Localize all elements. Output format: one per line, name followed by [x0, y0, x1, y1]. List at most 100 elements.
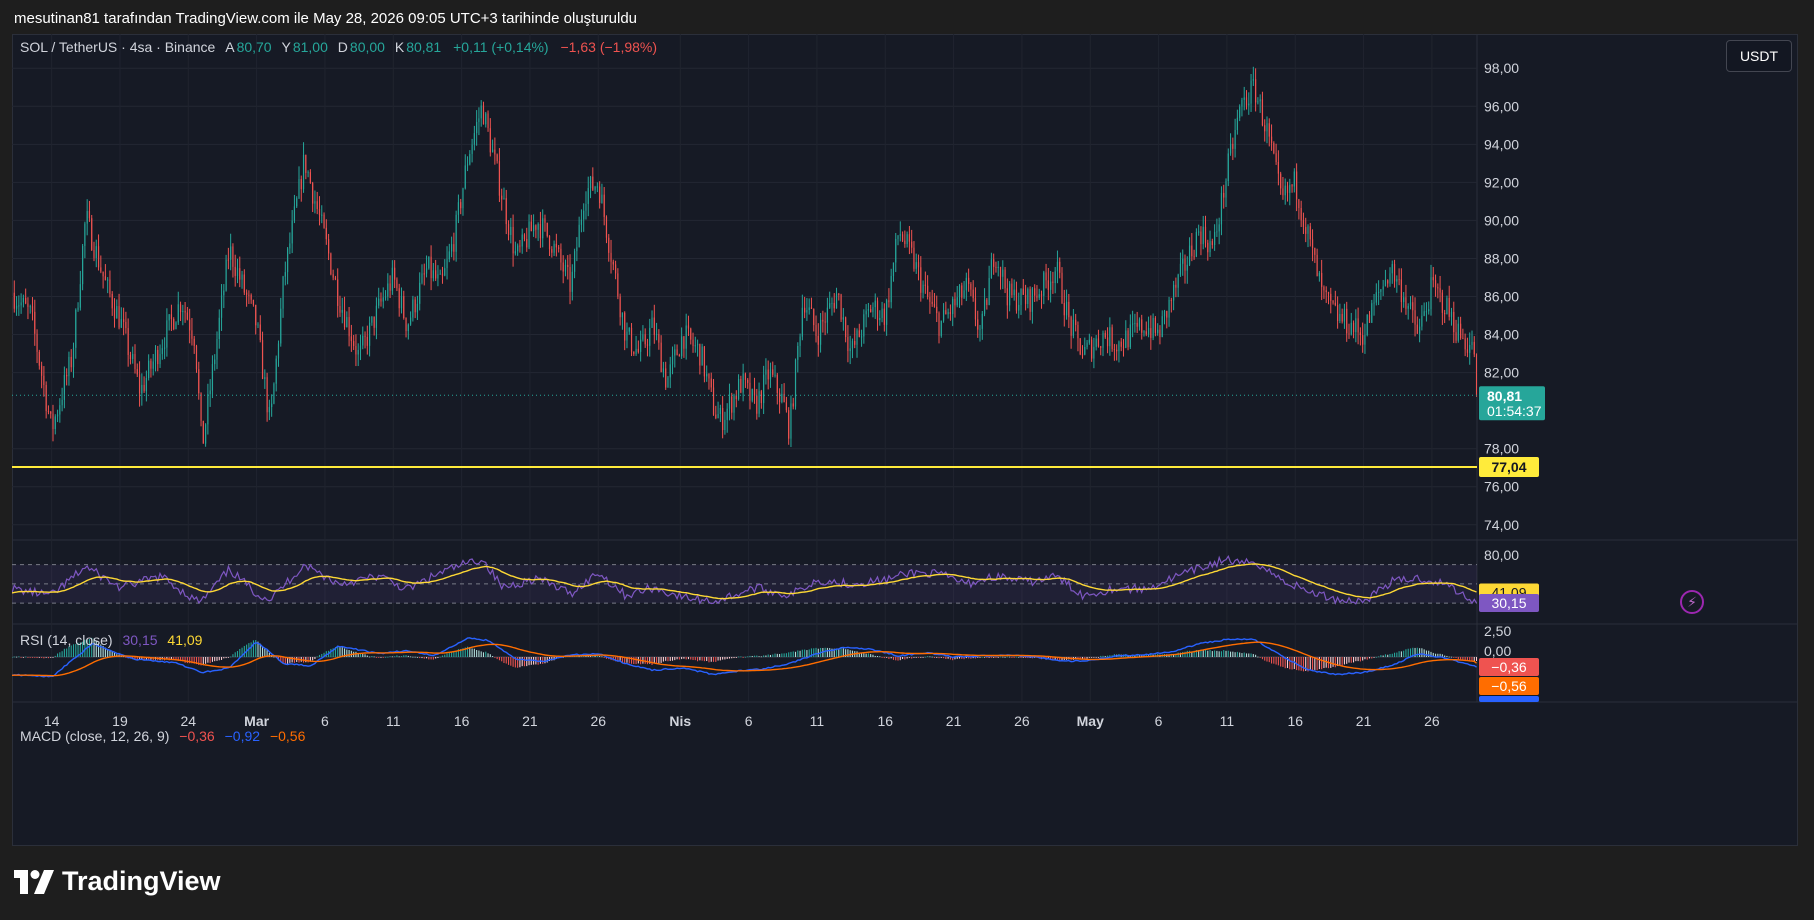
bolt-icon[interactable]: ⚡: [1680, 590, 1704, 614]
candle-body: [250, 294, 252, 300]
candle-body: [601, 194, 603, 203]
candle-body: [981, 313, 983, 329]
change-value: +0,11 (+0,14%): [453, 39, 549, 55]
candle-body: [817, 335, 819, 345]
macd-histogram-bar: [835, 648, 838, 657]
macd-histogram-bar: [717, 657, 719, 661]
candle-body: [956, 297, 958, 306]
candle-body: [489, 128, 491, 153]
candle-body: [430, 256, 432, 279]
macd-histogram-bar: [863, 653, 865, 657]
macd-histogram-bar: [1193, 650, 1195, 657]
time-tick-label: 21: [1356, 713, 1372, 729]
macd-histogram-bar: [792, 651, 794, 657]
macd-histogram-bar: [999, 656, 1002, 658]
macd-histogram-bar: [722, 657, 724, 660]
macd-histogram-bar: [480, 651, 482, 657]
time-tick-label: 19: [112, 713, 128, 729]
candle-body: [1004, 269, 1006, 289]
macd-histogram-bar: [1145, 654, 1147, 657]
candle-body: [1264, 125, 1266, 132]
candle-body: [1188, 245, 1191, 265]
currency-button[interactable]: USDT: [1726, 40, 1792, 72]
candle-body: [1362, 335, 1364, 345]
macd-histogram-bar: [466, 646, 469, 657]
macd-histogram-bar: [1309, 657, 1311, 671]
macd-histogram-bar: [997, 657, 999, 658]
candle-body: [810, 307, 813, 309]
candle-body: [448, 251, 450, 260]
macd-histogram-bar: [1435, 653, 1437, 657]
candle-body: [236, 268, 239, 276]
candle-body: [1097, 338, 1100, 347]
macd-histogram-bar: [1341, 657, 1343, 666]
macd-histogram-bar: [1077, 657, 1079, 659]
macd-histogram-bar: [692, 657, 694, 661]
macd-histogram-bar: [1020, 657, 1022, 658]
macd-name[interactable]: MACD (close, 12, 26, 9): [20, 728, 170, 744]
candle-body: [118, 306, 120, 328]
candle-body: [102, 271, 104, 277]
candle-body: [594, 186, 596, 190]
macd-histogram-bar: [61, 651, 63, 657]
candle-body: [323, 214, 325, 228]
macd-histogram-bar: [772, 654, 774, 657]
candle-body: [56, 414, 59, 417]
candle-body: [942, 310, 945, 321]
symbol-label[interactable]: SOL / TetherUS · 4sa · Binance: [20, 39, 216, 55]
candle-body: [1396, 279, 1398, 282]
macd-histogram-bar: [865, 653, 867, 657]
macd-histogram-bar: [47, 657, 49, 659]
candle-body: [1084, 346, 1086, 355]
candle-body: [154, 349, 157, 362]
macd-histogram-bar: [334, 647, 336, 657]
candle-body: [1327, 292, 1330, 294]
macd-histogram-bar: [514, 657, 516, 668]
macd-histogram-bar: [1291, 657, 1293, 670]
rsi-name[interactable]: RSI (14, close): [20, 632, 113, 648]
macd-histogram-bar: [872, 654, 874, 657]
candle-body: [858, 330, 860, 337]
macd-histogram-bar: [690, 657, 692, 660]
macd-histogram-bar: [348, 650, 350, 657]
candle-body: [1252, 79, 1254, 81]
macd-histogram-bar: [981, 656, 983, 658]
macd-histogram-bar: [1332, 657, 1334, 667]
macd-histogram-bar: [1305, 657, 1307, 671]
macd-histogram-bar: [763, 655, 765, 657]
candle-body: [312, 183, 314, 204]
macd-histogram-bar: [1284, 657, 1286, 669]
macd-histogram-bar: [1375, 656, 1377, 658]
candle-body: [1400, 279, 1402, 303]
candle-body: [767, 369, 769, 380]
macd-histogram-bar: [1079, 657, 1081, 660]
candle-body: [528, 221, 530, 248]
macd-histogram-bar: [849, 650, 851, 657]
macd-histogram-bar: [82, 641, 84, 657]
candle-body: [835, 293, 838, 309]
macd-histogram-bar: [601, 656, 603, 658]
candle-body: [988, 278, 990, 305]
candle-body: [690, 328, 692, 340]
macd-histogram-bar: [605, 657, 608, 659]
macd-histogram-bar: [1421, 648, 1423, 657]
macd-histogram-bar: [437, 657, 439, 658]
macd-histogram-bar: [1002, 656, 1004, 658]
macd-histogram-bar: [1469, 657, 1471, 662]
candle-body: [829, 303, 831, 308]
candle-body: [1332, 300, 1334, 303]
macd-histogram-bar: [200, 657, 202, 666]
macd-value: −0,92: [224, 728, 261, 744]
macd-histogram-bar: [1236, 651, 1238, 657]
macd-histogram-bar: [829, 648, 831, 657]
macd-histogram-bar: [494, 657, 496, 658]
macd-histogram-bar: [703, 657, 705, 662]
last-price-tag: [1479, 386, 1545, 421]
candle-body: [31, 306, 34, 312]
macd-histogram-bar: [701, 657, 703, 661]
macd-histogram-bar: [371, 656, 373, 657]
time-tick-label: 21: [522, 713, 538, 729]
macd-histogram-bar: [1223, 650, 1225, 657]
macd-histogram-bar: [658, 657, 660, 664]
